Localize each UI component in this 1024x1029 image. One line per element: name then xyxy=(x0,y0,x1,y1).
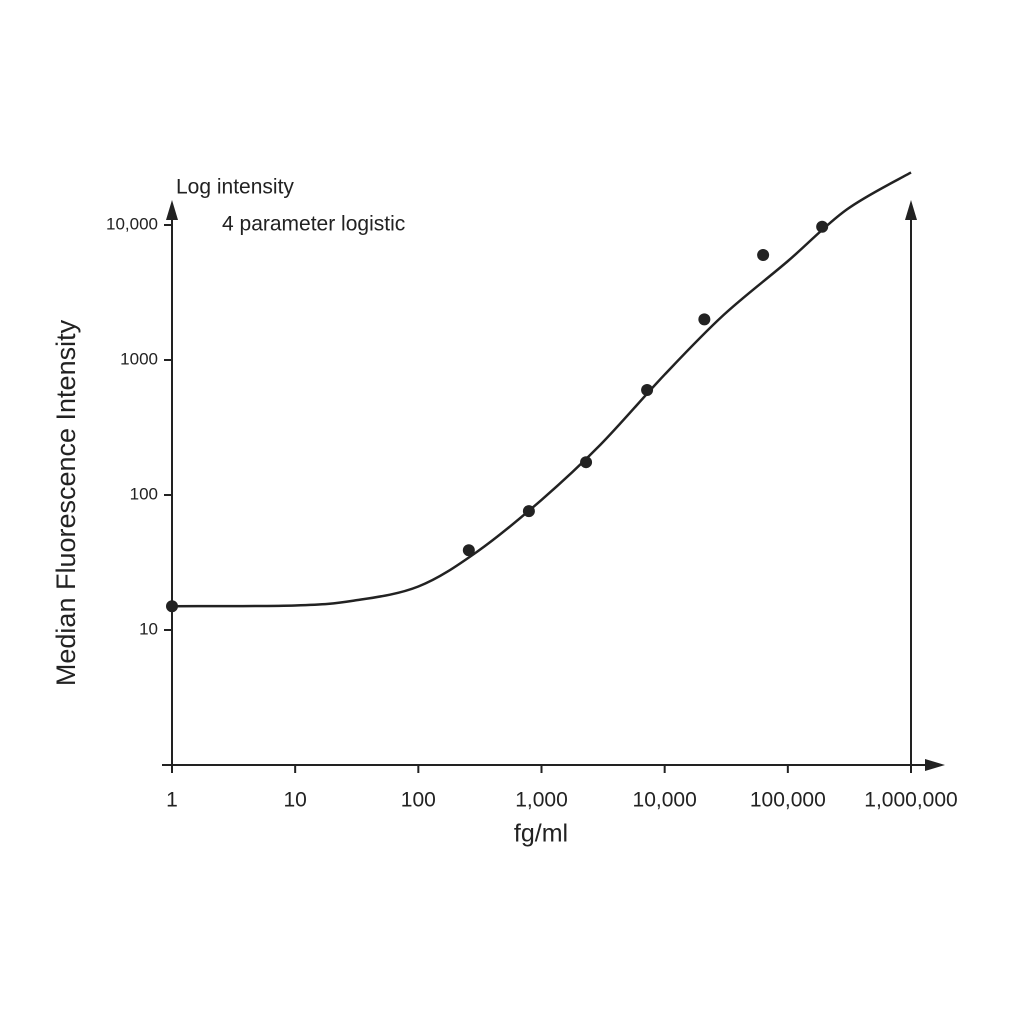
data-point xyxy=(641,383,654,396)
y-tick-label: 10,000 xyxy=(106,214,158,233)
y-tick-label: 1000 xyxy=(120,349,158,368)
annotation: Log intensity xyxy=(176,176,294,199)
data-point xyxy=(757,248,770,261)
x-axis-arrow xyxy=(925,759,945,771)
x-tick-label: 10,000 xyxy=(633,789,697,812)
data-point xyxy=(166,600,178,613)
x-tick-label: 10 xyxy=(283,789,306,812)
y-axis-arrow xyxy=(166,200,178,220)
x-tick-label: 1,000 xyxy=(515,789,568,812)
y-axis-label: Median Fluorescence Intensity xyxy=(51,319,81,686)
data-point xyxy=(698,313,711,326)
data-point xyxy=(580,456,593,469)
data-point xyxy=(462,544,475,557)
annotation: 4 parameter logistic xyxy=(222,213,405,236)
x-tick-label: 100,000 xyxy=(750,789,826,812)
x-tick-label: 100 xyxy=(401,789,436,812)
y-tick-label: 100 xyxy=(130,484,158,503)
right-line-arrow xyxy=(905,200,917,220)
x-tick-label: 1 xyxy=(166,789,178,812)
y-tick-label: 10 xyxy=(139,619,158,638)
x-tick-label: 1,000,000 xyxy=(864,789,957,812)
fit-curve xyxy=(171,171,912,608)
data-point xyxy=(816,220,829,233)
x-axis-label: fg/ml xyxy=(514,820,568,848)
data-point xyxy=(522,505,535,518)
